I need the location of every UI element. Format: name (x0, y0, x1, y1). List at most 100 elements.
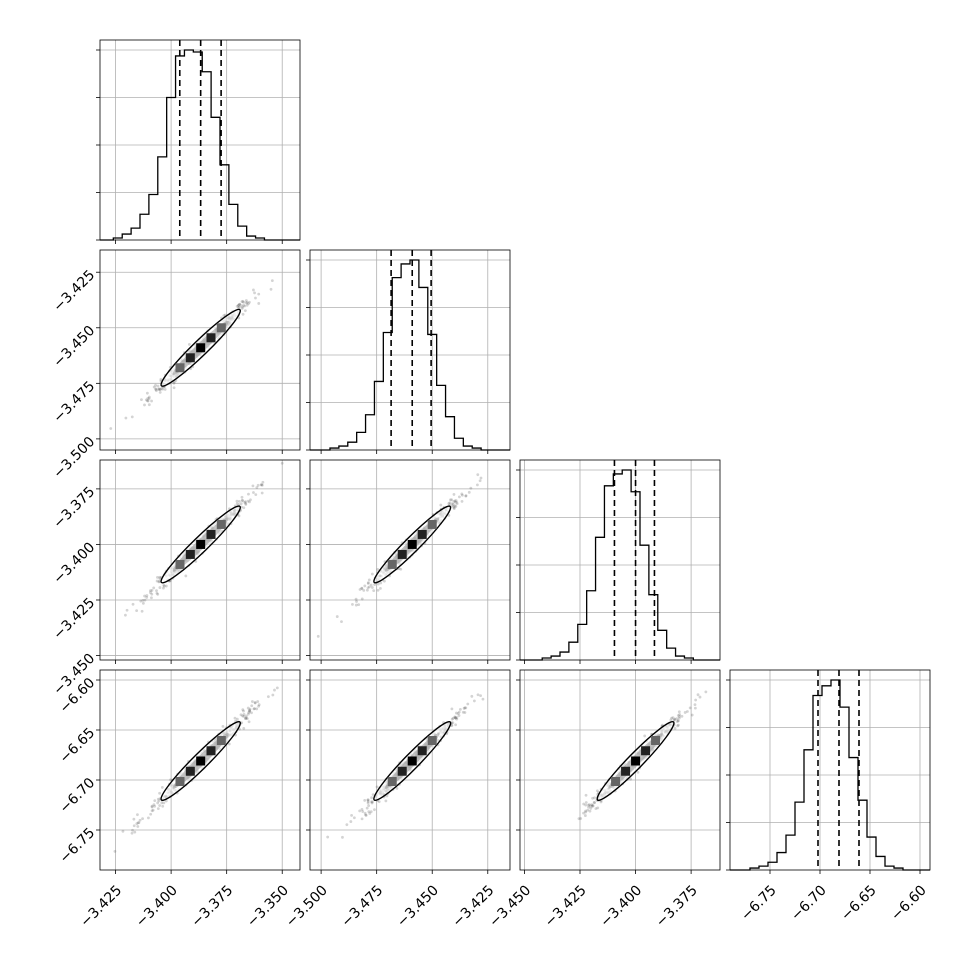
scatter-point (259, 483, 263, 487)
scatter-point (355, 600, 358, 603)
scatter-point (143, 598, 147, 602)
y-tick-label: −3.425 (50, 267, 98, 315)
scatter-point (371, 800, 374, 804)
scatter-point (365, 588, 369, 592)
y-tick-label: −3.450 (50, 323, 98, 371)
scatter-point (453, 499, 457, 503)
scatter-point (138, 818, 142, 822)
scatter-point (161, 387, 165, 391)
scatter-point (239, 304, 243, 307)
scatter-point (132, 824, 136, 828)
scatter-point (462, 707, 466, 710)
scatter-point (373, 808, 376, 812)
scatter-point (136, 813, 139, 817)
x-tick-label: −3.475 (338, 882, 386, 930)
scatter-point (143, 403, 146, 407)
scatter-point (247, 492, 250, 496)
scatter-point (379, 581, 383, 585)
scatter-point (156, 807, 160, 811)
x-tick-label: −3.500 (283, 882, 331, 930)
scatter-point (236, 303, 240, 307)
scatter-point (340, 620, 343, 624)
y-tick-label: −6.65 (57, 725, 99, 767)
density-bin (387, 559, 397, 569)
x-tick-label: −3.450 (394, 882, 442, 930)
scatter-point (261, 480, 265, 484)
scatter-point (251, 700, 254, 703)
hist-panel-1 (306, 249, 511, 454)
scatter-point (466, 702, 470, 706)
scatter-point (680, 714, 684, 718)
scatter-point (235, 304, 239, 308)
scatter-point (370, 800, 373, 804)
scatter-point (239, 502, 243, 506)
scatter-panel-3-0: −3.425 −3.400 −3.375 −3.350−6.75−6.70−6.65−… (57, 669, 301, 930)
scatter-point (450, 504, 454, 508)
scatter-point (354, 603, 358, 607)
scatter-point (260, 483, 264, 487)
scatter-point (137, 821, 141, 825)
scatter-point (237, 514, 241, 518)
y-tick-label: −6.75 (57, 825, 99, 867)
scatter-point (155, 579, 159, 583)
scatter-point (243, 501, 247, 504)
scatter-point (383, 579, 386, 583)
density-bin (206, 746, 216, 756)
x-tick-label: −6.70 (788, 882, 830, 924)
scatter-point (248, 300, 251, 304)
scatter-point (481, 697, 485, 701)
density-bin (631, 756, 641, 766)
scatter-point (254, 493, 258, 496)
histogram-step (100, 49, 300, 241)
x-tick-label: −3.350 (244, 882, 292, 930)
density-bin (216, 323, 226, 333)
scatter-point (584, 803, 588, 807)
scatter-point (151, 808, 155, 812)
x-tick-label: −3.375 (653, 882, 701, 930)
scatter-point (354, 597, 358, 601)
scatter-point (358, 588, 362, 591)
scatter-point (280, 461, 284, 465)
scatter-point (452, 493, 456, 496)
axes-frame (99, 459, 301, 661)
scatter-point (472, 699, 476, 703)
scatter-point (253, 291, 256, 295)
scatter-point (242, 506, 246, 510)
scatter-point (154, 388, 158, 391)
scatter-point (155, 589, 158, 593)
scatter-point (590, 805, 594, 808)
scatter-point (455, 717, 459, 721)
scatter-point (582, 802, 586, 806)
scatter-point (242, 300, 246, 304)
density-bin (196, 539, 206, 549)
scatter-point (366, 798, 370, 802)
scatter-point (245, 303, 249, 307)
scatter-point (157, 580, 161, 584)
scatter-point (685, 710, 689, 713)
scatter-point (368, 812, 372, 815)
scatter-point (136, 825, 140, 828)
scatter-point (587, 803, 590, 807)
scatter-point (154, 389, 158, 393)
scatter-point (677, 710, 681, 714)
scatter-point (248, 709, 251, 713)
scatter-point (454, 500, 457, 504)
scatter-point (238, 302, 241, 306)
scatter-point (140, 398, 143, 402)
scatter-point (257, 703, 261, 707)
scatter-point (150, 596, 153, 600)
scatter-point (693, 703, 697, 706)
scatter-point (455, 711, 458, 715)
scatter-point (456, 712, 460, 715)
scatter-point (476, 483, 479, 487)
scatter-point (221, 724, 225, 728)
density-bin (397, 766, 407, 776)
scatter-point (244, 301, 248, 305)
scatter-point (675, 720, 679, 723)
scatter-point (373, 583, 377, 587)
scatter-point (584, 810, 588, 814)
scatter-point (366, 801, 370, 805)
scatter-point (135, 609, 139, 613)
x-tick-label: −6.75 (738, 882, 780, 924)
scatter-point (366, 582, 370, 585)
